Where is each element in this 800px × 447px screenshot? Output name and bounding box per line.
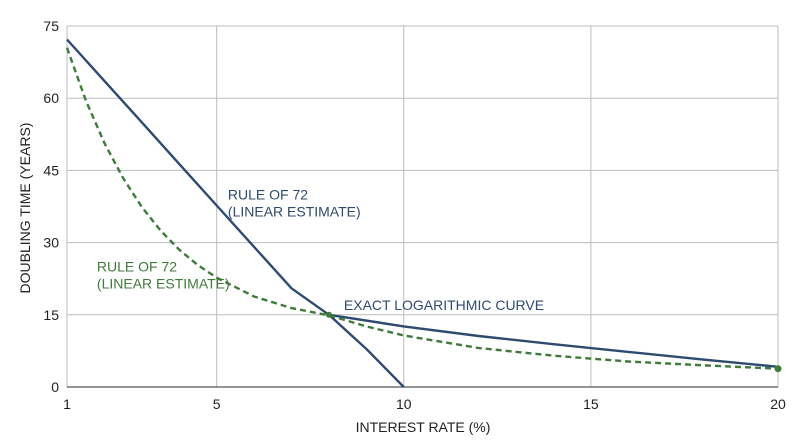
series-line-0 [66, 38, 405, 388]
annotation-text: EXACT LOGARITHMIC CURVE [344, 297, 544, 313]
x-axis-title: INTEREST RATE (%) [356, 419, 491, 435]
annotation-text: (LINEAR ESTIMATE) [228, 203, 361, 219]
grid-lines [66, 25, 779, 387]
series-line-2 [65, 47, 779, 370]
series-line-1 [328, 313, 779, 368]
annotations: RULE OF 72(LINEAR ESTIMATE)RULE OF 72(LI… [97, 186, 544, 313]
x-tick-label: 10 [396, 396, 412, 412]
y-tick-label: 15 [43, 307, 59, 323]
x-tick-label: 15 [583, 396, 599, 412]
y-axis-title: DOUBLING TIME (YEARS) [17, 123, 33, 294]
x-tick-label: 5 [213, 396, 221, 412]
y-tick-label: 75 [43, 18, 59, 34]
series-lines [65, 38, 782, 388]
annotation: RULE OF 72(LINEAR ESTIMATE) [228, 186, 361, 219]
intersection-marker [325, 311, 332, 318]
y-tick-label: 45 [43, 162, 59, 178]
annotation-text: RULE OF 72 [228, 186, 308, 202]
y-tick-label: 0 [51, 379, 59, 395]
x-tick-label: 20 [770, 396, 786, 412]
annotation-text: (LINEAR ESTIMATE) [97, 276, 230, 292]
annotation: EXACT LOGARITHMIC CURVE [344, 297, 544, 313]
x-tick-label: 1 [63, 396, 71, 412]
annotation: RULE OF 72(LINEAR ESTIMATE) [97, 259, 230, 292]
y-tick-label: 60 [43, 90, 59, 106]
end-marker [774, 365, 782, 373]
annotation-text: RULE OF 72 [97, 259, 177, 275]
y-tick-label: 30 [43, 235, 59, 251]
